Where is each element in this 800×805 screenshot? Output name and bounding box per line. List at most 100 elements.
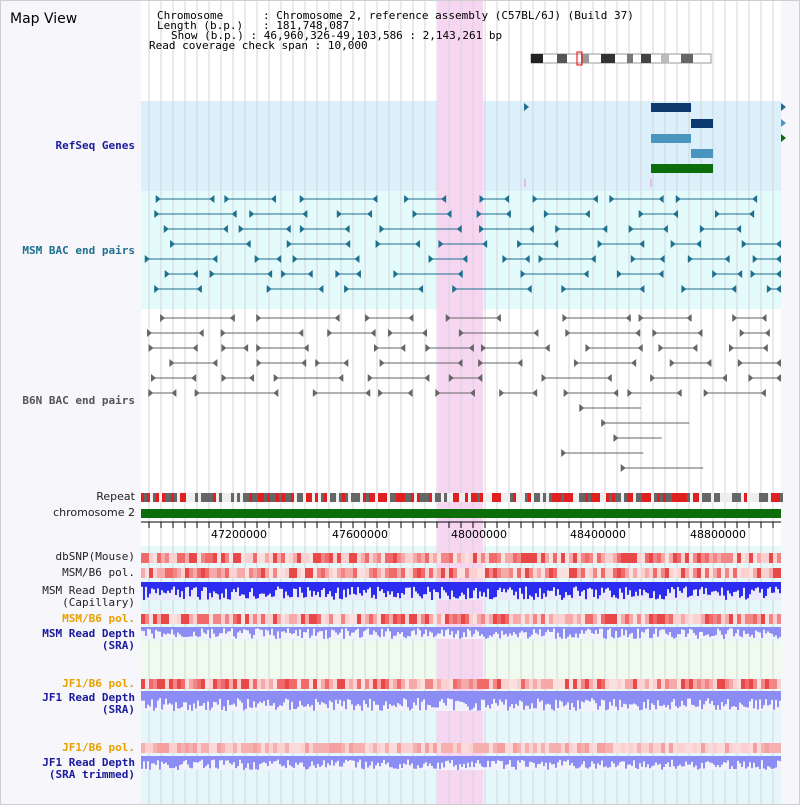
ideogram-band [661,54,669,63]
depth-bar [235,582,237,593]
depth-bar [199,756,201,762]
depth-bar [475,627,477,630]
repeat-block [159,493,162,502]
b6n-bac-end-pair [541,374,547,382]
depth-bar [567,627,569,637]
depth-bar [155,582,157,594]
repeat-block [702,493,705,502]
depth-bar [709,582,711,595]
heat-cell [453,614,457,624]
depth-bar [587,627,589,629]
heat-cell [393,743,397,753]
depth-bar [395,582,397,598]
heat-cell [701,743,705,753]
heat-cell [305,568,309,578]
depth-bar [377,756,379,763]
depth-bar [503,756,505,769]
heat-cell [765,743,769,753]
depth-bar [495,691,497,704]
depth-bar [491,582,493,600]
depth-bar [483,627,485,637]
track-label-refseq[interactable]: RefSeq Genes [55,139,135,152]
heat-cell [589,568,593,578]
repeat-block [234,493,237,502]
heat-cell [229,568,233,578]
msm-bac-end-pair [299,225,305,233]
msm-bac-end-pair [163,225,169,233]
track-label-msm-depth-sra: MSM Read Depth (SRA) [42,627,135,652]
track-label-msm-bac[interactable]: MSM BAC end pairs [22,244,135,257]
depth-bar [711,691,713,701]
repeat-block [336,493,339,502]
heat-cell [685,614,689,624]
heat-cell [397,614,401,624]
depth-bar [687,756,689,765]
depth-bar [301,756,303,763]
depth-bar [443,627,445,637]
depth-bar [729,691,731,710]
heat-cell [277,553,281,563]
depth-bar [511,627,513,636]
heat-cell [325,614,329,624]
heat-cell [321,568,325,578]
heat-cell [277,568,281,578]
b6n-bac-end-pair [706,359,712,367]
track-label-b6n-bac[interactable]: B6N BAC end pairs [22,394,135,407]
repeat-block [363,493,366,502]
depth-bar [271,756,273,764]
heat-cell [505,614,509,624]
heat-cell [625,614,629,624]
depth-bar [619,756,621,763]
heat-cell [673,553,677,563]
b6n-bac-end-pair [298,329,304,337]
repeat-block [240,493,243,502]
msm-bac-end-pair [318,285,324,293]
depth-bar [635,627,637,639]
b6n-bac-end-pair [692,344,698,352]
depth-bar [375,756,377,766]
repeat-block [483,493,486,502]
depth-bar [395,627,397,636]
depth-bar [459,582,461,597]
heat-cell [481,568,485,578]
depth-bar [337,582,339,588]
depth-bar [573,756,575,766]
repeat-block [354,493,357,502]
depth-bar [319,627,321,632]
depth-bar [495,627,497,632]
repeat-block [513,493,516,502]
depth-bar [341,691,343,707]
heat-cell [477,743,481,753]
heat-cell [173,553,177,563]
heat-cell [249,743,253,753]
heat-cell [537,614,541,624]
heat-cell [245,553,249,563]
repeat-block [276,493,279,502]
depth-bar [601,627,603,629]
b6n-bac-end-pair [764,329,770,337]
msm-bac-end-pair [170,240,176,248]
ideogram-band [627,54,633,63]
heat-cell [289,568,293,578]
depth-bar [647,756,649,765]
depth-bar [489,582,491,599]
depth-bar [255,627,257,629]
heat-cell [149,614,153,624]
depth-bar [779,756,781,762]
depth-bar [335,691,337,700]
heat-cell [685,743,689,753]
heat-cell [333,568,337,578]
repeat-block [507,493,510,502]
heat-cell [689,568,693,578]
depth-bar [343,756,345,763]
heat-cell [613,679,617,689]
depth-bar [639,756,641,764]
repeat-block [411,493,414,502]
heat-cell [609,553,613,563]
depth-bar [683,582,685,589]
heat-cell [521,553,525,563]
depth-bar [245,627,247,630]
depth-bar [483,582,485,593]
heat-cell [425,614,429,624]
